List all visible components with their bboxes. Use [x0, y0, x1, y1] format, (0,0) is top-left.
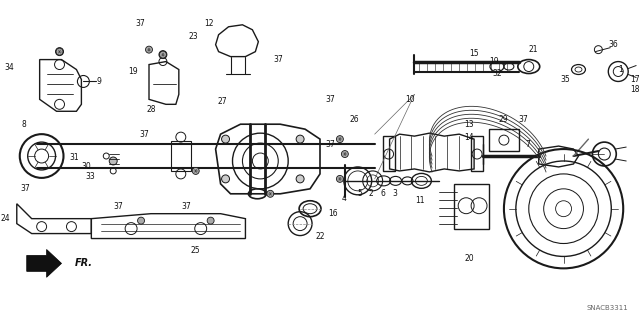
Text: 19: 19 — [129, 67, 138, 76]
Circle shape — [296, 135, 304, 143]
Text: 22: 22 — [315, 232, 324, 241]
Bar — [383, 136, 395, 171]
Polygon shape — [27, 249, 61, 277]
Bar — [454, 184, 489, 229]
Circle shape — [56, 48, 63, 55]
Text: 37: 37 — [519, 115, 529, 124]
Bar — [171, 141, 191, 171]
Text: FR.: FR. — [74, 258, 92, 268]
Text: 17: 17 — [630, 75, 640, 84]
Circle shape — [192, 167, 199, 174]
Text: 24: 24 — [0, 214, 10, 223]
Text: 15: 15 — [469, 49, 479, 58]
Circle shape — [159, 51, 167, 59]
Circle shape — [337, 136, 344, 143]
Text: 27: 27 — [218, 97, 227, 106]
Circle shape — [138, 217, 145, 224]
Bar — [471, 136, 483, 171]
Text: 34: 34 — [4, 63, 14, 72]
Circle shape — [109, 157, 117, 165]
Circle shape — [341, 151, 348, 158]
Text: 26: 26 — [350, 115, 360, 124]
Text: 32: 32 — [492, 69, 502, 78]
Circle shape — [267, 190, 274, 197]
Text: 11: 11 — [415, 196, 425, 205]
Text: 37: 37 — [325, 140, 335, 149]
Text: 33: 33 — [86, 172, 95, 182]
Text: 10: 10 — [405, 95, 415, 104]
Text: 14: 14 — [465, 133, 474, 142]
Circle shape — [296, 175, 304, 183]
Text: 4: 4 — [342, 194, 347, 203]
Text: 37: 37 — [139, 130, 149, 139]
Circle shape — [221, 135, 230, 143]
Text: 25: 25 — [191, 246, 200, 255]
Text: 6: 6 — [381, 189, 386, 198]
Text: 12: 12 — [204, 19, 214, 28]
Text: SNACB3311: SNACB3311 — [586, 305, 628, 311]
Text: 37: 37 — [181, 202, 191, 211]
Text: 1: 1 — [618, 65, 623, 74]
Text: 9: 9 — [96, 77, 101, 86]
Text: 13: 13 — [465, 120, 474, 129]
Text: 23: 23 — [189, 32, 198, 41]
Text: 31: 31 — [70, 152, 79, 161]
Circle shape — [145, 46, 152, 53]
Text: 2: 2 — [369, 189, 374, 198]
Circle shape — [337, 175, 344, 182]
Circle shape — [56, 48, 63, 56]
Circle shape — [159, 51, 166, 58]
Text: 37: 37 — [273, 55, 283, 64]
Bar — [489, 129, 519, 151]
Text: 29: 29 — [499, 115, 509, 124]
Text: 18: 18 — [630, 85, 640, 94]
Text: 7: 7 — [526, 140, 531, 149]
Text: 19: 19 — [490, 57, 499, 66]
Circle shape — [221, 175, 230, 183]
Text: 5: 5 — [357, 189, 362, 198]
Text: 16: 16 — [328, 209, 337, 218]
Text: 37: 37 — [135, 19, 145, 28]
Text: 36: 36 — [608, 40, 618, 49]
Text: 20: 20 — [464, 254, 474, 263]
Text: 37: 37 — [113, 202, 123, 211]
Text: 3: 3 — [393, 189, 397, 198]
Text: 30: 30 — [81, 162, 92, 171]
Text: 35: 35 — [561, 75, 570, 84]
Text: 37: 37 — [20, 184, 29, 193]
Text: 37: 37 — [325, 95, 335, 104]
Circle shape — [207, 217, 214, 224]
Text: 28: 28 — [147, 105, 156, 114]
Text: 8: 8 — [22, 120, 27, 129]
Text: 21: 21 — [529, 45, 538, 54]
